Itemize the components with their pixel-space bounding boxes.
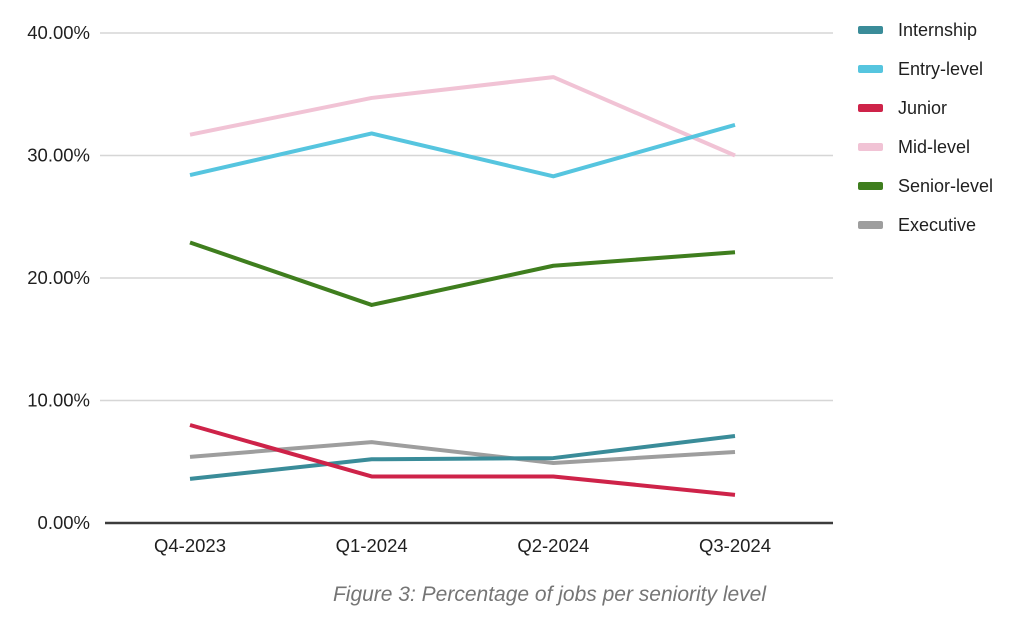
legend-swatch-entry-level bbox=[858, 65, 883, 73]
y-tick-label: 10.00% bbox=[27, 390, 90, 411]
series-line-senior-level bbox=[189, 240, 736, 307]
legend-label: Internship bbox=[898, 20, 978, 40]
legend-swatch-internship bbox=[858, 26, 883, 34]
legend-swatch-junior bbox=[858, 104, 883, 112]
x-tick-label: Q2-2024 bbox=[517, 535, 589, 556]
legend-label: Entry-level bbox=[898, 59, 984, 79]
legend-swatch-senior-level bbox=[858, 182, 883, 190]
x-tick-label: Q1-2024 bbox=[336, 535, 408, 556]
series-line-mid-level bbox=[189, 75, 736, 158]
y-tick-label: 20.00% bbox=[27, 267, 90, 288]
series-line-entry-level bbox=[189, 122, 736, 179]
y-tick-label: 0.00% bbox=[38, 512, 90, 533]
legend-item-internship: Internship bbox=[858, 20, 993, 40]
chart-legend: Internship Entry-level Junior Mid-level … bbox=[858, 20, 993, 235]
legend-swatch-mid-level bbox=[858, 143, 883, 151]
legend-item-executive: Executive bbox=[858, 215, 993, 235]
legend-label: Junior bbox=[898, 98, 948, 118]
legend-label: Mid-level bbox=[898, 137, 971, 157]
y-tick-label: 30.00% bbox=[27, 145, 90, 166]
x-tick-label: Q4-2023 bbox=[154, 535, 226, 556]
legend-item-entry-level: Entry-level bbox=[858, 59, 993, 79]
legend-item-junior: Junior bbox=[858, 98, 993, 118]
legend-item-mid-level: Mid-level bbox=[858, 137, 993, 157]
series-line-junior bbox=[189, 423, 736, 497]
y-tick-label: 40.00% bbox=[27, 22, 90, 43]
series-line-internship bbox=[189, 434, 736, 481]
figure-caption: Figure 3: Percentage of jobs per seniori… bbox=[332, 583, 767, 606]
legend-swatch-executive bbox=[858, 221, 883, 229]
legend-label: Executive bbox=[898, 215, 977, 235]
x-tick-label: Q3-2024 bbox=[699, 535, 771, 556]
legend-label: Senior-level bbox=[898, 176, 994, 196]
legend-item-senior-level: Senior-level bbox=[858, 176, 993, 196]
